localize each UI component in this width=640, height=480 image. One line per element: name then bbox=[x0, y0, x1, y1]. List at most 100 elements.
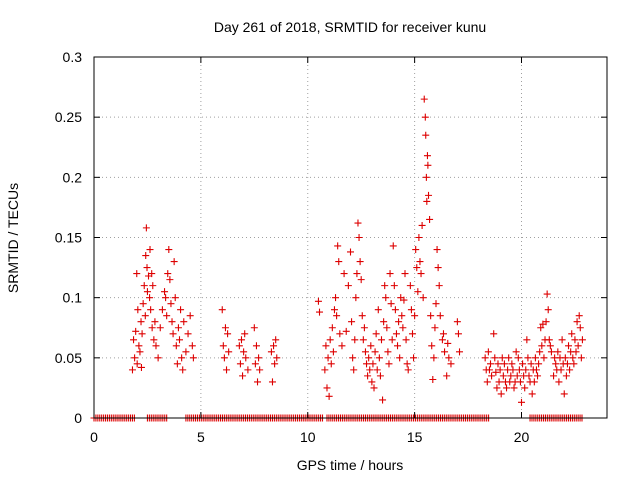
data-point bbox=[562, 372, 570, 380]
data-point bbox=[515, 366, 523, 374]
data-point bbox=[560, 390, 568, 398]
x-tick-label: 15 bbox=[407, 429, 423, 445]
data-point bbox=[552, 360, 560, 368]
data-point bbox=[570, 360, 578, 368]
data-point bbox=[525, 372, 533, 380]
data-point bbox=[403, 360, 411, 368]
data-point bbox=[177, 306, 185, 314]
data-point bbox=[389, 242, 397, 250]
data-point bbox=[402, 336, 410, 344]
data-point bbox=[148, 324, 156, 332]
data-point bbox=[392, 330, 400, 338]
y-tick-label: 0 bbox=[74, 410, 82, 426]
chart-title: Day 261 of 2018, SRMTID for receiver kun… bbox=[214, 19, 486, 35]
data-point bbox=[382, 294, 390, 302]
data-point bbox=[271, 360, 279, 368]
data-point bbox=[512, 348, 520, 356]
data-point bbox=[363, 360, 371, 368]
data-point bbox=[324, 354, 332, 362]
data-point bbox=[496, 366, 504, 374]
data-point bbox=[492, 368, 500, 376]
data-point bbox=[522, 366, 530, 374]
data-point bbox=[407, 306, 415, 314]
data-point bbox=[530, 378, 538, 386]
data-point bbox=[423, 152, 431, 160]
data-point bbox=[503, 384, 511, 392]
data-point bbox=[420, 95, 428, 103]
data-point bbox=[358, 312, 366, 320]
data-point bbox=[497, 390, 505, 398]
data-point bbox=[531, 354, 539, 362]
x-axis-label: GPS time / hours bbox=[297, 457, 404, 473]
data-point bbox=[519, 360, 527, 368]
data-point bbox=[488, 372, 496, 380]
data-point bbox=[569, 354, 577, 362]
data-point bbox=[487, 360, 495, 368]
data-point bbox=[421, 113, 429, 121]
data-point bbox=[335, 258, 343, 266]
data-point bbox=[507, 372, 515, 380]
data-point bbox=[333, 312, 341, 320]
data-point bbox=[142, 252, 150, 260]
data-point bbox=[348, 318, 356, 326]
data-point bbox=[544, 306, 552, 314]
data-point bbox=[367, 342, 375, 350]
data-point bbox=[555, 378, 563, 386]
data-point bbox=[485, 366, 493, 374]
data-point bbox=[491, 354, 499, 362]
data-point bbox=[364, 372, 372, 380]
data-point bbox=[148, 270, 156, 278]
data-point bbox=[388, 336, 396, 344]
y-tick-label: 0.05 bbox=[55, 350, 82, 366]
data-point bbox=[163, 312, 171, 320]
data-point bbox=[508, 360, 516, 368]
data-point bbox=[334, 242, 342, 250]
data-point bbox=[574, 342, 582, 350]
data-point bbox=[435, 282, 443, 290]
data-point bbox=[340, 270, 348, 278]
y-tick-label: 0.3 bbox=[63, 49, 83, 65]
data-point bbox=[412, 246, 420, 254]
data-point bbox=[352, 294, 360, 302]
data-point bbox=[481, 354, 489, 362]
data-point bbox=[218, 306, 226, 314]
data-point bbox=[483, 378, 491, 386]
data-point bbox=[443, 372, 451, 380]
data-point bbox=[399, 324, 407, 332]
data-point bbox=[500, 360, 508, 368]
data-point bbox=[429, 375, 437, 383]
data-point bbox=[242, 354, 250, 362]
data-point bbox=[428, 342, 436, 350]
y-axis-label: SRMTID / TECUs bbox=[5, 183, 21, 293]
data-point bbox=[221, 324, 229, 332]
data-point bbox=[390, 282, 398, 290]
data-point bbox=[572, 348, 580, 356]
data-point bbox=[330, 306, 338, 314]
data-point bbox=[137, 363, 145, 371]
data-point bbox=[143, 288, 151, 296]
data-point bbox=[415, 234, 423, 241]
data-point bbox=[494, 360, 502, 368]
y-tick-label: 0.15 bbox=[55, 230, 82, 246]
data-point bbox=[524, 354, 532, 362]
data-point bbox=[424, 161, 432, 169]
data-point bbox=[252, 342, 260, 350]
data-point bbox=[518, 398, 525, 406]
data-point bbox=[349, 354, 357, 362]
data-point bbox=[139, 300, 147, 308]
data-point bbox=[565, 342, 573, 350]
data-point bbox=[447, 360, 455, 368]
data-point bbox=[158, 306, 166, 314]
data-point bbox=[575, 312, 583, 320]
y-tick-labels: 0 0.05 0.1 0.15 0.2 0.25 0.3 bbox=[55, 49, 82, 426]
data-point bbox=[137, 318, 145, 326]
data-point bbox=[538, 342, 546, 350]
data-point bbox=[321, 366, 329, 374]
data-point bbox=[423, 197, 431, 205]
data-point bbox=[438, 336, 446, 344]
data-point bbox=[179, 366, 187, 374]
data-point bbox=[359, 336, 367, 344]
data-point bbox=[342, 327, 350, 335]
data-point bbox=[244, 366, 252, 374]
data-point bbox=[490, 330, 498, 338]
